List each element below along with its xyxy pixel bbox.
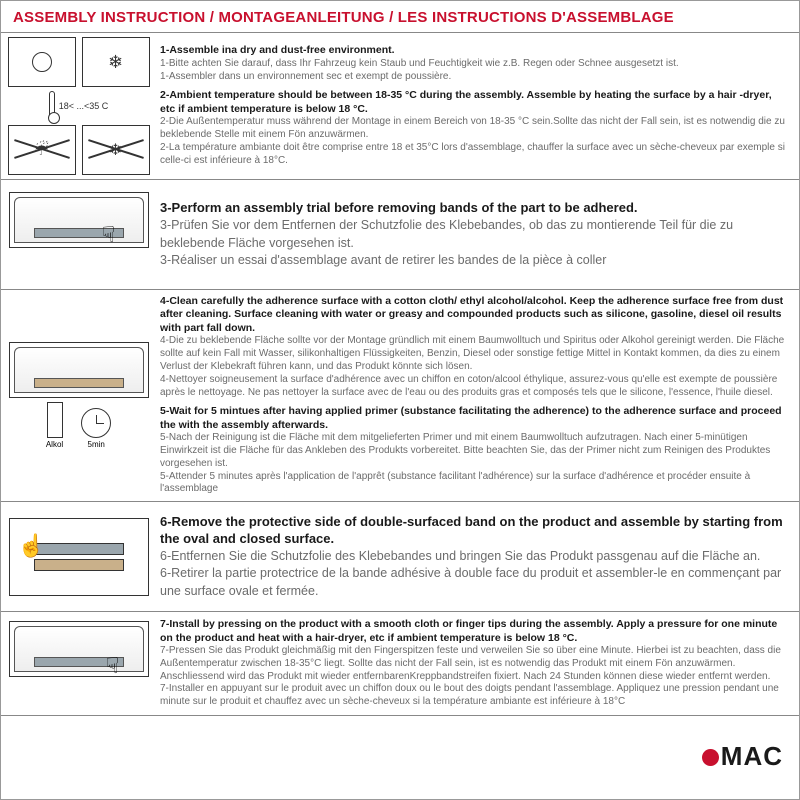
logo-text: MAC — [721, 741, 783, 772]
step2-en: 2-Ambient temperature should be between … — [160, 89, 789, 116]
step4-fr: 4-Nettoyer soigneusement la surface d'ad… — [160, 374, 789, 400]
page-title: ASSEMBLY INSTRUCTION / MONTAGEANLEITUNG … — [1, 1, 799, 33]
illus-peel: ☝ — [1, 502, 156, 611]
step5-en: 5-Wait for 5 mintues after having applie… — [160, 405, 789, 432]
ice-icon: ❄︎ — [82, 37, 150, 87]
brand-logo: MAC — [701, 741, 783, 772]
step1-de: 1-Bitte achten Sie darauf, dass Ihr Fahr… — [160, 58, 789, 71]
step3-de: 3-Prüfen Sie vor dem Entfernen der Schut… — [160, 217, 789, 252]
no-snow-icon: ❄︎ — [82, 125, 150, 175]
timer-icon — [81, 408, 111, 438]
row-7: ☟ 7-Install by pressing on the product w… — [1, 612, 799, 716]
row-3: ☟ 3-Perform an assembly trial before rem… — [1, 180, 799, 290]
illus-trial: ☟ — [1, 180, 156, 289]
clean-surface-icon — [9, 342, 149, 398]
primer-bottle-icon — [47, 402, 63, 438]
no-rain-icon: ☔︎ — [8, 125, 76, 175]
step5-de: 5-Nach der Reinigung ist die Fläche mit … — [160, 432, 789, 470]
step6-en: 6-Remove the protective side of double-s… — [160, 513, 789, 548]
step7-de: 7-Pressen Sie das Produkt gleichmäßig mi… — [160, 645, 789, 683]
press-install-icon — [9, 621, 149, 677]
text-6: 6-Remove the protective side of double-s… — [156, 502, 799, 611]
peel-tape-icon: ☝ — [9, 518, 149, 596]
text-4-5: 4-Clean carefully the adherence surface … — [156, 290, 799, 501]
thermometer-icon — [49, 91, 55, 121]
row-4-5: Alkol 5min 4-Clean carefully the adheren… — [1, 290, 799, 502]
hand-icon: ☟ — [102, 222, 115, 248]
row-1-2: ❄︎ 18< ...<35 C ☔︎ ❄︎ 1-Assemble ina dry… — [1, 33, 799, 180]
text-3: 3-Perform an assembly trial before remov… — [156, 180, 799, 289]
footer: MAC — [1, 716, 799, 799]
step3-fr: 3-Réaliser un essai d'assemblage avant d… — [160, 252, 789, 270]
sun-icon — [8, 37, 76, 87]
text-1-2: 1-Assemble ina dry and dust-free environ… — [156, 33, 799, 179]
temp-range: 18< ...<35 C — [59, 101, 109, 111]
step6-fr: 6-Retirer la partie protectrice de la ba… — [160, 565, 789, 600]
text-7: 7-Install by pressing on the product wit… — [156, 612, 799, 715]
illus-clean-primer: Alkol 5min — [1, 290, 156, 501]
illus-env-temp: ❄︎ 18< ...<35 C ☔︎ ❄︎ — [1, 33, 156, 179]
step7-en: 7-Install by pressing on the product wit… — [160, 618, 789, 645]
step5-fr: 5-Attender 5 minutes après l'application… — [160, 471, 789, 497]
peel-hand-icon: ☝ — [18, 533, 45, 559]
timer-label: 5min — [88, 440, 105, 449]
step2-de: 2-Die Außentemperatur muss während der M… — [160, 116, 789, 142]
step4-en: 4-Clean carefully the adherence surface … — [160, 295, 789, 335]
instruction-sheet: ASSEMBLY INSTRUCTION / MONTAGEANLEITUNG … — [0, 0, 800, 800]
press-hand-icon: ☟ — [106, 653, 119, 679]
step2-fr: 2-La température ambiante doit être comp… — [160, 142, 789, 168]
logo-dot-icon — [702, 749, 719, 766]
step7-fr: 7-Installer en appuyant sur le produit a… — [160, 683, 789, 709]
illus-press: ☟ — [1, 612, 156, 715]
primer-label: Alkol — [46, 440, 63, 449]
step1-en: 1-Assemble ina dry and dust-free environ… — [160, 44, 789, 57]
row-6: ☝ 6-Remove the protective side of double… — [1, 502, 799, 612]
trial-fit-icon — [9, 192, 149, 248]
step6-de: 6-Entfernen Sie die Schutzfolie des Kleb… — [160, 548, 789, 566]
step3-en: 3-Perform an assembly trial before remov… — [160, 199, 789, 217]
step1-fr: 1-Assembler dans un environnement sec et… — [160, 71, 789, 84]
step4-de: 4-Die zu beklebende Fläche sollte vor de… — [160, 335, 789, 373]
